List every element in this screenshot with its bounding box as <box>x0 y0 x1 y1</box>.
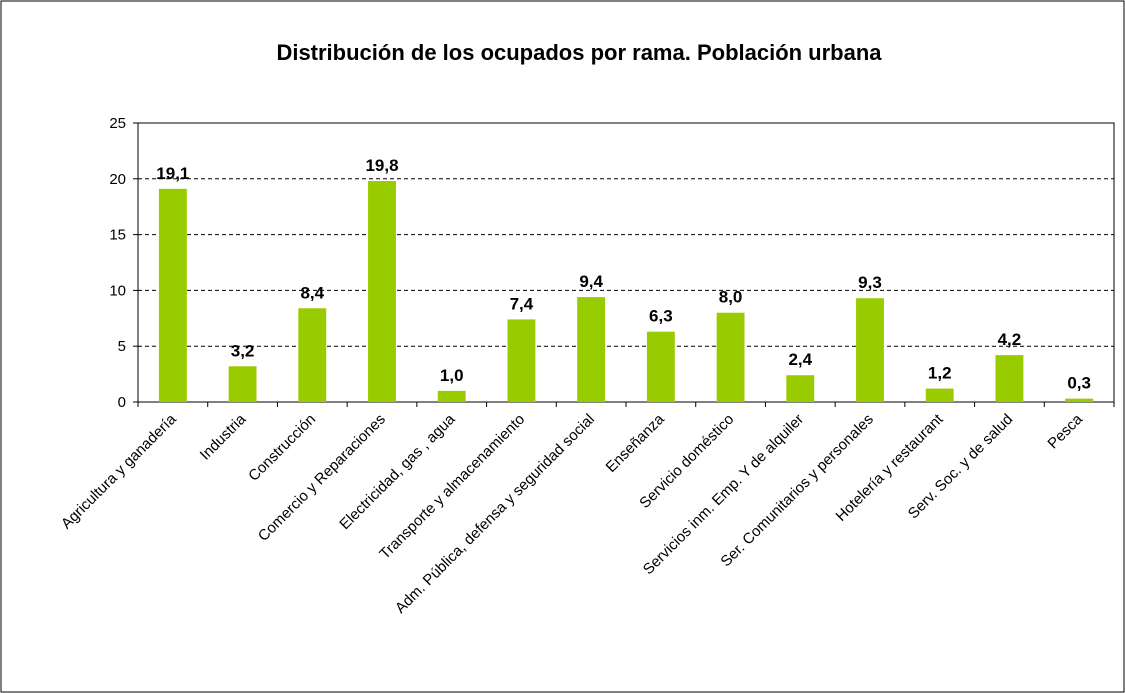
bar <box>1065 398 1094 402</box>
y-tick-label: 25 <box>109 115 126 132</box>
bar <box>577 297 606 402</box>
bar <box>368 181 396 402</box>
bar <box>437 390 466 402</box>
bar <box>925 388 954 402</box>
value-label: 2,4 <box>788 350 812 369</box>
y-tick-label: 0 <box>118 394 126 411</box>
chart-title: Distribución de los ocupados por rama. P… <box>276 40 882 65</box>
value-label: 19,1 <box>156 164 189 183</box>
value-label: 1,2 <box>928 364 952 383</box>
bar <box>158 188 187 402</box>
bar <box>716 312 745 402</box>
value-label: 6,3 <box>649 307 673 326</box>
y-tick-label: 15 <box>109 227 126 244</box>
y-tick-label: 5 <box>118 338 126 355</box>
y-tick-label: 20 <box>109 171 126 188</box>
y-tick-label: 10 <box>109 282 126 299</box>
value-label: 3,2 <box>231 341 255 360</box>
value-label: 9,4 <box>579 272 603 291</box>
value-label: 0,3 <box>1067 374 1091 393</box>
bar <box>298 308 327 402</box>
bar <box>856 298 884 402</box>
value-label: 7,4 <box>510 294 534 313</box>
bar <box>995 355 1024 402</box>
bar <box>228 366 257 402</box>
bar <box>507 319 536 402</box>
bar <box>786 375 815 402</box>
value-label: 8,4 <box>300 283 324 302</box>
value-label: 9,3 <box>858 273 882 292</box>
value-label: 8,0 <box>719 288 743 307</box>
value-label: 4,2 <box>998 330 1022 349</box>
value-label: 19,8 <box>365 156 398 175</box>
bar <box>646 331 675 402</box>
value-label: 1,0 <box>440 366 464 385</box>
